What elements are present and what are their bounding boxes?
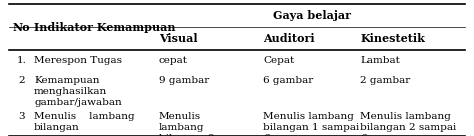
Text: 1.: 1.: [17, 56, 26, 65]
Text: Lambat: Lambat: [360, 56, 400, 65]
Text: Auditori: Auditori: [263, 33, 315, 44]
Text: 9 gambar: 9 gambar: [159, 76, 209, 85]
Text: Visual: Visual: [159, 33, 197, 44]
Text: Menulis
lambang
bilangan 9: Menulis lambang bilangan 9: [159, 112, 214, 136]
Text: Menulis    lambang
bilangan: Menulis lambang bilangan: [34, 112, 135, 132]
Text: 2: 2: [18, 76, 25, 85]
Text: Cepat: Cepat: [263, 56, 294, 65]
Text: Menulis lambang
bilangan 2 sampai
6: Menulis lambang bilangan 2 sampai 6: [360, 112, 456, 136]
Text: 2 gambar: 2 gambar: [360, 76, 410, 85]
Text: Kemampuan
menghasilkan
gambar/jawaban: Kemampuan menghasilkan gambar/jawaban: [34, 76, 122, 107]
Text: No: No: [12, 22, 30, 33]
Text: 3: 3: [18, 112, 25, 120]
Text: Kinestetik: Kinestetik: [360, 33, 425, 44]
Text: Indikator Kemampuan: Indikator Kemampuan: [34, 22, 176, 33]
Text: cepat: cepat: [159, 56, 188, 65]
Text: 6 gambar: 6 gambar: [263, 76, 313, 85]
Text: Merespon Tugas: Merespon Tugas: [34, 56, 122, 65]
Text: Gaya belajar: Gaya belajar: [273, 10, 351, 21]
Text: Menulis lambang
bilangan 1 sampai
6: Menulis lambang bilangan 1 sampai 6: [263, 112, 359, 136]
